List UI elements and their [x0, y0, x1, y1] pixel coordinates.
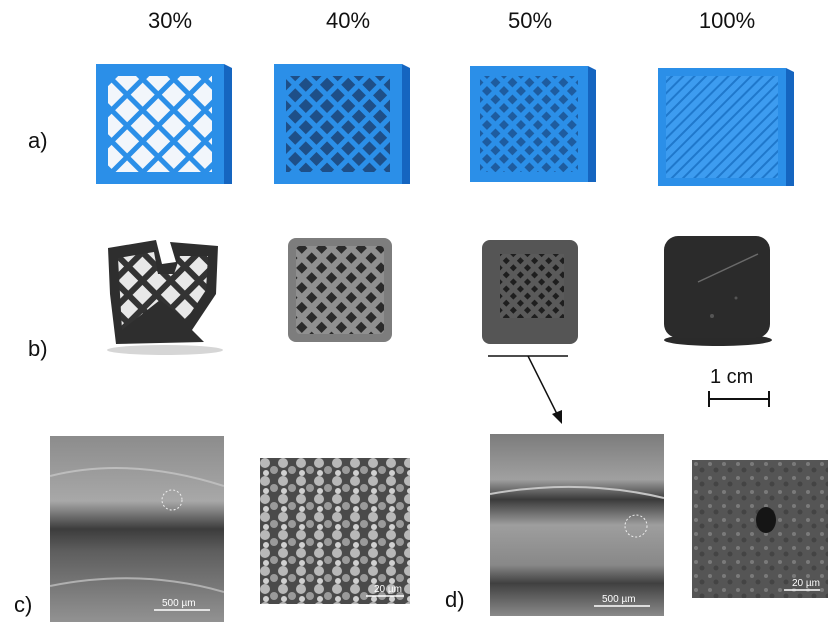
printed-cube-100: [658, 68, 794, 186]
row-label-a: a): [28, 128, 48, 153]
sintered-sample-50: [482, 240, 578, 344]
scale-bar-label: 1 cm: [710, 366, 754, 388]
sintered-sample-100: [664, 236, 772, 346]
magnification-arrow: [488, 355, 568, 424]
sem-scale-d-left: 500 µm: [602, 594, 636, 605]
row-label-d: d): [445, 587, 465, 612]
sem-image-d-low-mag: 500 µm: [490, 434, 664, 616]
sem-image-c-high-mag: 20 µm: [260, 458, 410, 604]
printed-cube-30: [96, 64, 232, 184]
scale-bar: [708, 391, 770, 407]
row-label-c: c): [14, 592, 33, 617]
printed-cube-50: [470, 66, 596, 182]
infill-label-50: 50%: [507, 8, 553, 33]
sem-scale-d-right: 20 µm: [792, 578, 820, 589]
sintered-sample-40: [288, 238, 392, 342]
infill-label-30: 30%: [147, 8, 193, 33]
infill-label-100: 100%: [698, 8, 756, 33]
sem-image-d-high-mag: 20 µm: [692, 460, 828, 598]
infill-label-40: 40%: [325, 8, 371, 33]
printed-cube-40: [274, 64, 410, 184]
sem-image-c-low-mag: 500 µm: [50, 436, 224, 622]
row-label-b: b): [28, 336, 48, 361]
sem-scale-c-left: 500 µm: [162, 598, 196, 609]
sem-scale-c-right: 20 µm: [374, 584, 402, 595]
sintered-sample-30: [107, 240, 223, 355]
